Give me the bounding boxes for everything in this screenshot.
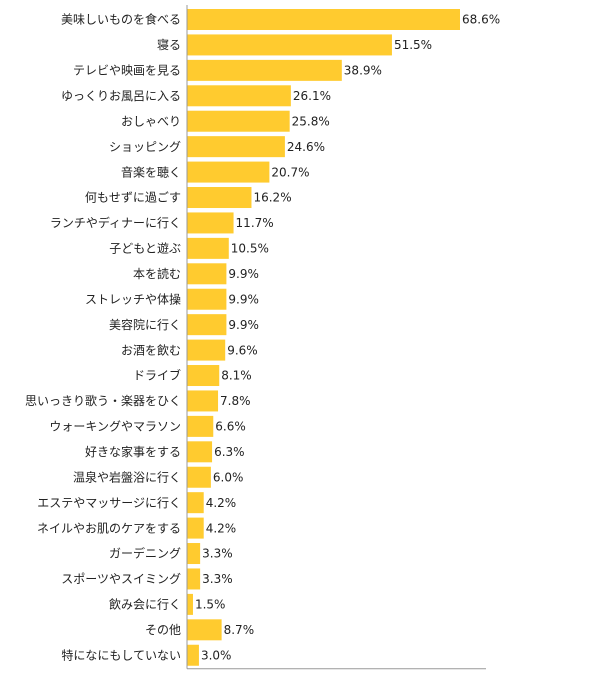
category-label-19: エステやマッサージに行く (37, 496, 181, 510)
bar-9 (187, 237, 229, 259)
category-label-10: 本を読む (133, 266, 181, 281)
category-label-4: おしゃべり (121, 114, 181, 128)
bar-8 (187, 212, 234, 234)
value-label-8: 11.7% (236, 216, 274, 230)
value-label-12: 9.9% (228, 318, 259, 332)
value-label-19: 4.2% (206, 496, 237, 510)
category-label-5: ショッピング (109, 140, 181, 154)
value-label-17: 6.3% (214, 445, 245, 459)
category-label-1: 寝る (157, 37, 181, 52)
value-label-0: 68.6% (462, 13, 500, 27)
value-label-10: 9.9% (228, 267, 259, 281)
bar-1 (187, 34, 392, 56)
category-label-13: お酒を飲む (121, 342, 181, 357)
bar-16 (187, 415, 214, 437)
value-label-21: 3.3% (202, 547, 233, 561)
bar-17 (187, 441, 213, 463)
bar-5 (187, 136, 285, 158)
category-label-9: 子どもと遊ぶ (109, 241, 181, 256)
bar-3 (187, 85, 291, 107)
value-label-15: 7.8% (220, 394, 251, 408)
value-label-2: 38.9% (344, 64, 382, 78)
bar-24 (187, 619, 222, 641)
bars-group (187, 9, 460, 666)
bar-4 (187, 110, 290, 132)
category-label-18: 温泉や岩盤浴に行く (73, 469, 181, 484)
value-label-25: 3.0% (201, 648, 232, 662)
bar-0 (187, 9, 460, 30)
bar-12 (187, 314, 227, 336)
bar-23 (187, 593, 193, 615)
bar-13 (187, 339, 226, 361)
category-label-0: 美味しいものを食べる (61, 12, 181, 27)
category-label-23: 飲み会に行く (109, 597, 181, 612)
category-label-17: 好きな家事をする (85, 444, 181, 459)
bar-20 (187, 517, 204, 539)
bar-25 (187, 644, 199, 666)
value-label-16: 6.6% (215, 420, 246, 434)
bar-22 (187, 568, 201, 590)
value-label-18: 6.0% (213, 470, 244, 484)
category-label-21: ガーデニング (109, 546, 181, 561)
bar-2 (187, 59, 342, 81)
value-label-1: 51.5% (394, 38, 432, 52)
bar-18 (187, 466, 211, 488)
category-label-2: テレビや映画を見る (73, 64, 181, 78)
category-labels: 美味しいものを食べる寝るテレビや映画を見るゆっくりお風呂に入るおしゃべりショッピ… (25, 12, 181, 663)
category-label-16: ウォーキングやマラソン (49, 420, 181, 434)
category-label-6: 音楽を聴く (121, 164, 181, 179)
value-label-14: 8.1% (221, 369, 252, 383)
bar-21 (187, 543, 201, 565)
category-label-22: スポーツやスイミング (61, 572, 181, 586)
bar-7 (187, 187, 252, 209)
value-label-11: 9.9% (228, 292, 259, 306)
category-label-15: 思いっきり歌う・楽器をひく (25, 393, 181, 408)
category-label-7: 何もせずに過ごす (85, 190, 181, 205)
category-label-14: ドライブ (133, 368, 181, 383)
value-label-22: 3.3% (202, 572, 233, 586)
bar-19 (187, 492, 204, 514)
value-label-4: 25.8% (292, 114, 330, 128)
value-label-24: 8.7% (224, 623, 255, 637)
bar-6 (187, 161, 270, 183)
category-label-12: 美容院に行く (109, 317, 181, 332)
category-label-3: ゆっくりお風呂に入る (61, 89, 181, 103)
value-label-7: 16.2% (253, 191, 291, 205)
value-label-13: 9.6% (227, 343, 258, 357)
value-label-9: 10.5% (231, 242, 269, 256)
value-label-23: 1.5% (195, 598, 226, 612)
category-label-24: その他 (145, 623, 181, 637)
value-label-3: 26.1% (293, 89, 331, 103)
value-label-20: 4.2% (206, 521, 237, 535)
category-label-20: ネイルやお肌のケアをする (37, 521, 181, 535)
category-label-8: ランチやディナーに行く (50, 215, 181, 230)
value-label-6: 20.7% (271, 165, 309, 179)
bar-10 (187, 263, 227, 285)
bar-11 (187, 288, 227, 310)
bar-15 (187, 390, 219, 412)
category-label-25: 特になにもしていない (61, 647, 181, 662)
value-label-5: 24.6% (287, 140, 325, 154)
value-labels: 68.6% 51.5% 38.9% 26.1% 25.8% 24.6% 20.7% 16.2%… (195, 13, 500, 663)
bar-14 (187, 365, 220, 387)
category-label-11: ストレッチや体操 (85, 291, 181, 306)
